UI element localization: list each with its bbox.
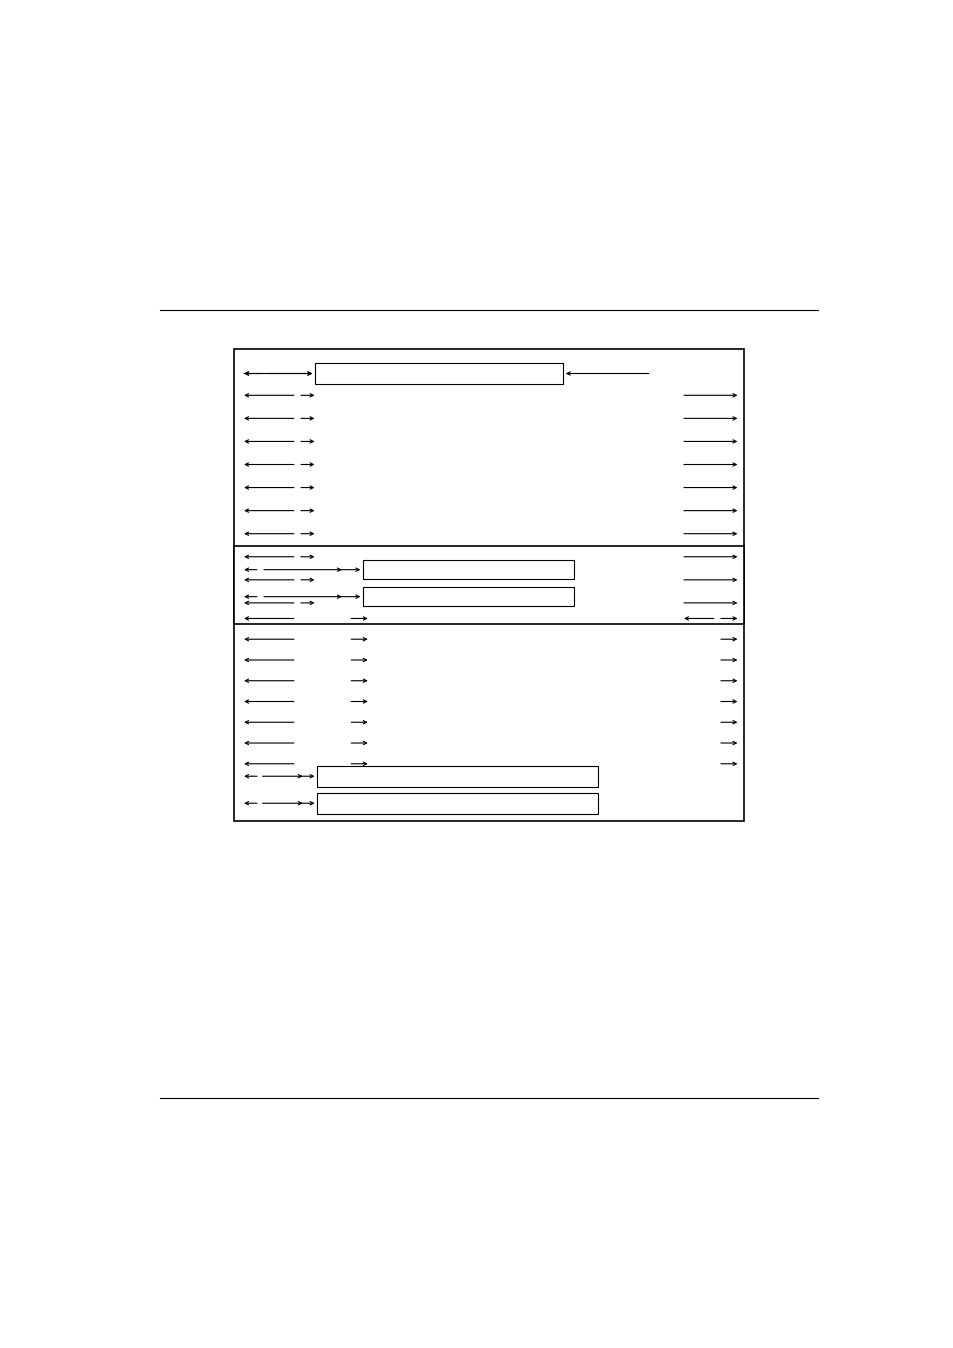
Bar <box>233 546 743 624</box>
Bar <box>317 766 598 787</box>
Bar <box>317 793 598 814</box>
Bar <box>233 349 743 821</box>
Bar <box>314 363 562 384</box>
Bar <box>363 561 574 580</box>
Bar <box>363 588 574 607</box>
